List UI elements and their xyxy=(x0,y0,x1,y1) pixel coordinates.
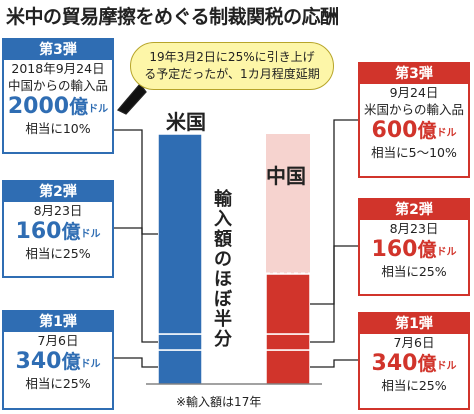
us-round-1-amount: 340億ドル xyxy=(15,349,101,374)
china-round-3-subject: 米国からの輸入品 xyxy=(363,102,464,117)
china-round-1-amount: 340億ドル xyxy=(371,351,457,376)
china-round-2-amount: 160億ドル xyxy=(371,237,457,262)
us-round-1-card: 第1弾 7月6日 340億ドル 相当に25% xyxy=(2,310,114,410)
us-round-1-label: 第1弾 xyxy=(4,312,112,332)
china-round-1-card: 第1弾 7月6日 340億ドル 相当に25% xyxy=(358,312,470,410)
callout-line-2: る予定だったが、1カ月程度延期 xyxy=(144,67,320,81)
footnote: ※輸入額は17年 xyxy=(176,395,262,409)
us-round-3-card: 第3弾 2018年9月24日 中国からの輸入品 2000億ドル 相当に10% xyxy=(2,38,114,154)
us-round-3-rate: 相当に10% xyxy=(25,121,91,136)
china-connector-round-1 xyxy=(310,359,358,368)
china-round-3-amount: 600億ドル xyxy=(371,118,457,143)
us-bar-segment-round-2 xyxy=(157,333,203,351)
us-round-2-rate: 相当に25% xyxy=(25,246,91,261)
vertical-label: 輸入額のほぼ半分 xyxy=(214,189,232,350)
delay-callout: 19年3月2日に25%に引き上げ る予定だったが、1カ月程度延期 xyxy=(130,42,334,90)
china-round-1-date: 7月6日 xyxy=(393,335,435,350)
china-round-3-date: 9月24日 xyxy=(389,85,439,100)
us-connector-round-2 xyxy=(114,227,158,343)
china-round-2-date: 8月23日 xyxy=(389,221,439,236)
us-round-1-date: 7月6日 xyxy=(37,333,79,348)
us-round-1-rate: 相当に25% xyxy=(25,376,91,391)
country-label-china: 中国 xyxy=(266,164,306,188)
china-connector-round-3 xyxy=(310,119,358,305)
us-bar-segment-round-3 xyxy=(157,133,203,335)
us-connector-round-1 xyxy=(114,357,158,368)
china-round-3-rate: 相当に5～10% xyxy=(371,145,457,160)
us-round-3-date: 2018年9月24日 xyxy=(11,61,105,76)
country-label-us: 米国 xyxy=(166,110,206,134)
china-round-3-card: 第3弾 9月24日 米国からの輸入品 600億ドル 相当に5～10% xyxy=(358,62,470,178)
china-bar-segment-round-3 xyxy=(265,273,311,335)
us-round-2-card: 第2弾 8月23日 160億ドル 相当に25% xyxy=(2,180,114,278)
china-bar-remaining xyxy=(266,134,310,274)
china-bar-segment-round-1 xyxy=(265,349,311,385)
us-round-3-label: 第3弾 xyxy=(4,40,112,60)
us-round-2-label: 第2弾 xyxy=(4,182,112,202)
callout-arrow-icon xyxy=(116,82,147,115)
page-title: 米中の貿易摩擦をめぐる制裁関税の応酬 xyxy=(6,6,339,28)
china-round-2-label: 第2弾 xyxy=(360,200,468,220)
china-round-3-label: 第3弾 xyxy=(360,64,468,84)
us-bar-segment-round-1 xyxy=(157,349,203,385)
us-connector-round-3 xyxy=(114,129,158,235)
china-round-2-rate: 相当に25% xyxy=(381,264,447,279)
china-round-1-label: 第1弾 xyxy=(360,314,468,334)
us-round-2-amount: 160億ドル xyxy=(15,219,101,244)
china-bar-segment-round-2 xyxy=(265,333,311,351)
us-round-3-subject: 中国からの輸入品 xyxy=(7,78,108,93)
callout-line-1: 19年3月2日に25%に引き上げ xyxy=(149,50,315,64)
us-round-2-date: 8月23日 xyxy=(33,203,83,218)
china-round-1-rate: 相当に25% xyxy=(381,378,447,393)
us-round-3-amount: 2000億ドル xyxy=(7,94,109,119)
china-round-2-card: 第2弾 8月23日 160億ドル 相当に25% xyxy=(358,198,470,296)
